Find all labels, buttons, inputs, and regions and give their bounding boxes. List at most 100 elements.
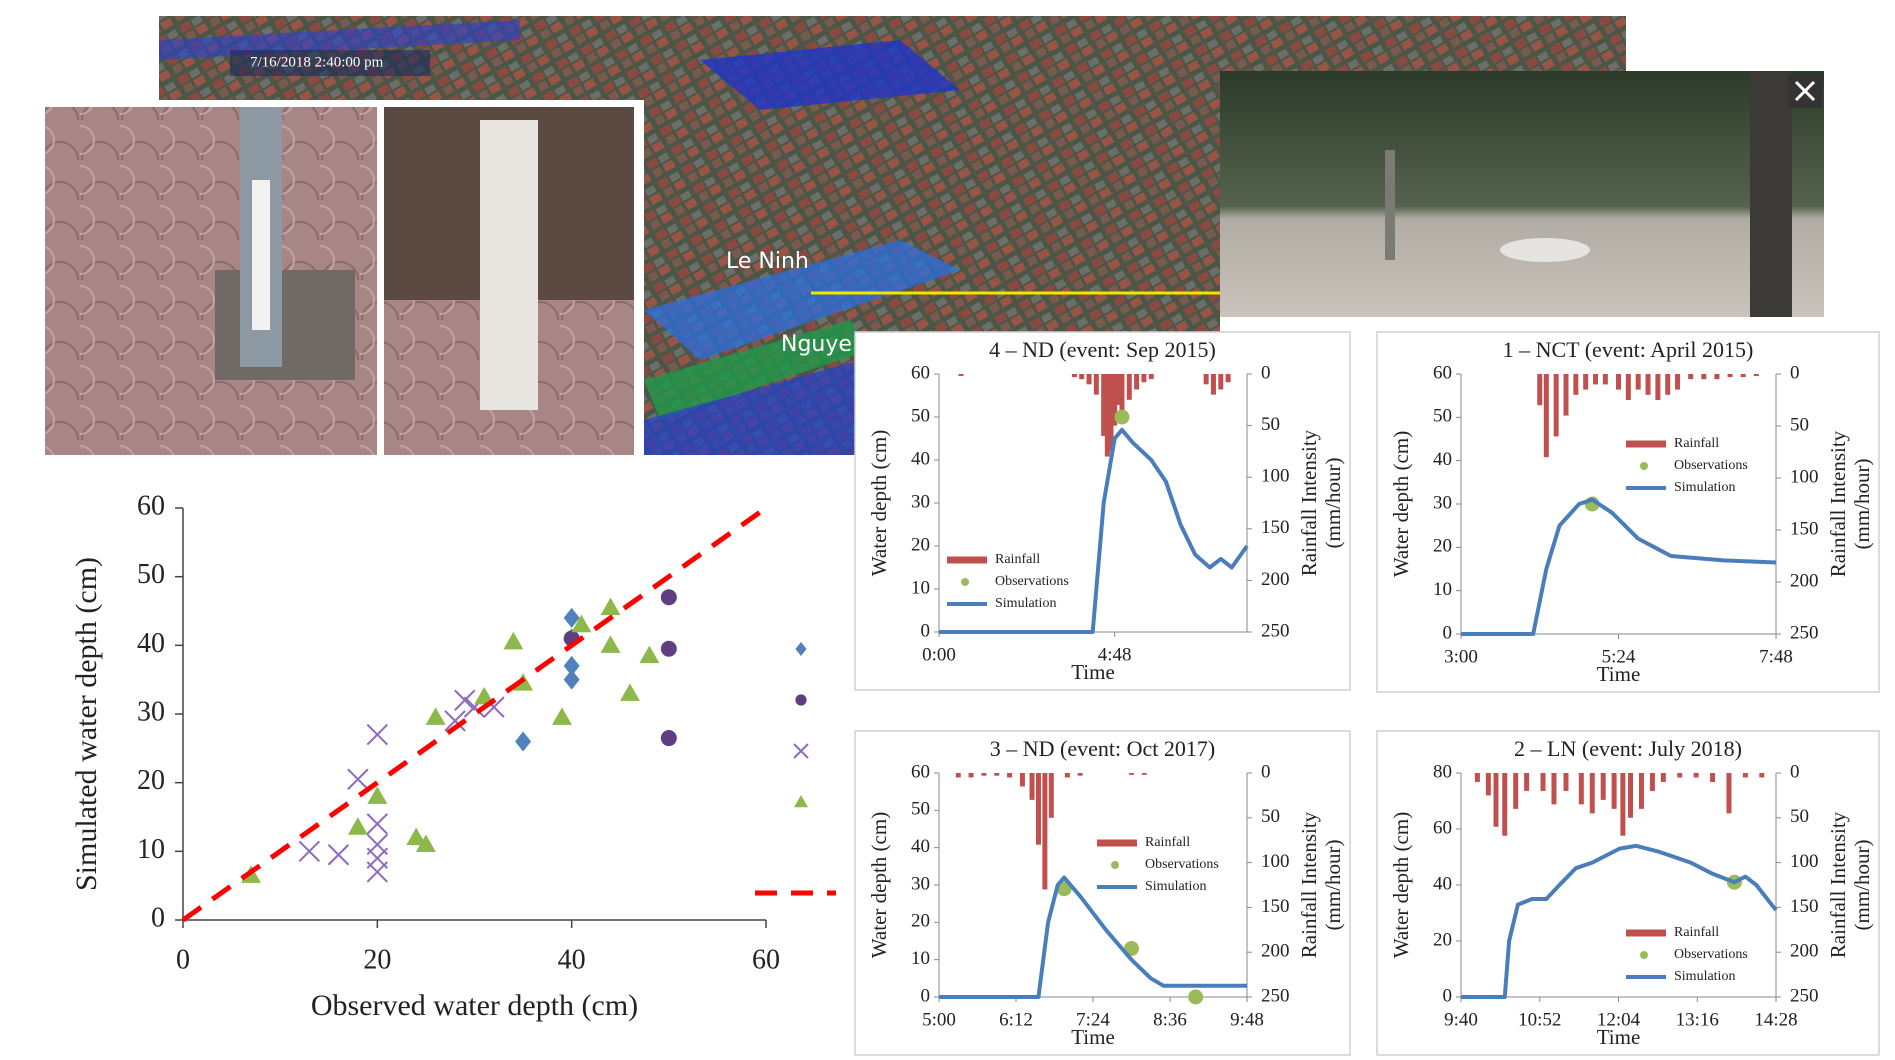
y-tick-label: 80 [1433,761,1452,782]
x-tick-label: 5:00 [922,1009,956,1030]
rain-bar [1129,773,1134,775]
y2-tick-label: 200 [1790,570,1819,591]
y2-tick-label: 0 [1790,761,1800,782]
point [426,707,446,725]
y-tick-label: 10 [911,577,930,598]
y2-axis-label: (mm/hour) [1321,458,1345,549]
y-tick-label: 20 [911,911,930,932]
y-tick-label: 60 [911,761,930,782]
rain-bar [1030,773,1035,800]
rain-bar [1551,773,1556,804]
rain-bar [1628,773,1633,818]
y2-axis-label: (mm/hour) [1850,840,1874,931]
rain-bar [1626,374,1631,400]
y-tick-label: 0 [1443,985,1453,1006]
rain-bar [1583,374,1588,390]
x-tick-label: 0:00 [922,644,956,665]
y-tick-label: 30 [1433,492,1452,513]
x-tick-label: 13:16 [1676,1009,1719,1030]
y-tick-label: 60 [137,490,165,521]
y2-tick-label: 50 [1261,414,1280,435]
point [455,690,475,710]
y2-tick-label: 0 [1261,761,1271,782]
photo-detail [480,120,538,410]
rain-bar [1119,374,1124,415]
rain-bar [1579,773,1584,804]
x-tick-label: 8:36 [1153,1009,1187,1030]
legend-label: Observations [1674,458,1748,473]
y2-tick-label: 150 [1790,518,1819,539]
legend-symbol [795,642,806,656]
legend-symbol [1640,462,1648,470]
x-tick-label: 0 [176,944,190,975]
legend-symbol [961,578,969,586]
y2-tick-label: 0 [1261,362,1271,383]
rain-bar [969,773,974,777]
rain-bar [1636,374,1641,390]
legend-label: Simulation [1674,969,1735,984]
rain-bar [1134,374,1139,389]
rain-bar [1094,374,1099,395]
rain-bar [1665,374,1670,395]
y2-tick-label: 200 [1790,941,1819,962]
point [348,769,368,789]
rain-bar [956,773,961,777]
y-tick-label: 0 [921,985,931,1006]
chart-panel [1377,731,1879,1055]
y2-tick-label: 250 [1261,985,1290,1006]
rain-bar [1494,773,1499,827]
x-axis-label: Time [1071,1025,1115,1049]
y-tick-label: 0 [1443,622,1453,643]
rain-bar [1079,374,1084,379]
rain-bar [1142,773,1147,775]
y-tick-label: 30 [137,696,165,727]
y-axis-label: Simulated water depth (cm) [70,557,103,891]
x-tick-label: 7:48 [1759,646,1793,667]
legend-label: Rainfall [1145,835,1190,850]
x-tick-label: 6:12 [999,1009,1033,1030]
legend-symbol [1111,861,1119,869]
y-tick-label: 30 [911,491,930,512]
rain-bar [981,773,986,776]
legend-label: Rainfall [1674,925,1719,940]
legend-label: Observations [995,574,1069,589]
point [601,635,621,653]
y2-tick-label: 100 [1790,851,1819,872]
y-tick-label: 0 [921,620,931,641]
rain-bar [1593,374,1598,384]
rain-bar [1049,773,1054,818]
point [299,841,319,861]
x-axis-label: Time [1597,662,1641,686]
point [552,707,572,725]
rain-bar [1710,773,1715,782]
x-tick-label: 20 [363,944,391,975]
photo-gauge-2 [384,107,634,455]
rain-bar [1087,374,1092,384]
figure: 7/16/2018 2:40:00 pm Le Ninh Nguye 02040… [0,0,1895,1060]
photo-detail [252,180,270,330]
legend-symbol [794,795,808,807]
legend-symbol [795,694,806,705]
rain-bar [1127,374,1132,400]
rain-bar [1655,374,1660,400]
y2-tick-label: 250 [1790,622,1819,643]
rain-bar [1042,773,1047,889]
rain-bar [1564,773,1569,791]
rain-bar [1650,773,1655,791]
y-tick-label: 40 [137,628,165,659]
point [564,670,580,690]
rain-bar [958,374,963,376]
point [328,845,348,865]
observation-point [1114,410,1129,425]
y2-tick-label: 50 [1790,414,1809,435]
point [367,725,387,745]
photo-gauge-1 [45,107,377,455]
legend-label: Rainfall [1674,436,1719,451]
rain-bar [1728,374,1733,377]
page: 7/16/2018 2:40:00 pm Le Ninh Nguye 02040… [0,0,1895,1060]
x-axis-label: Time [1597,1025,1641,1049]
rain-bar [1616,374,1621,390]
y2-axis-label: Rainfall Intensity [1297,811,1321,958]
photo-detail [1385,150,1395,260]
rain-bar [1020,773,1025,786]
